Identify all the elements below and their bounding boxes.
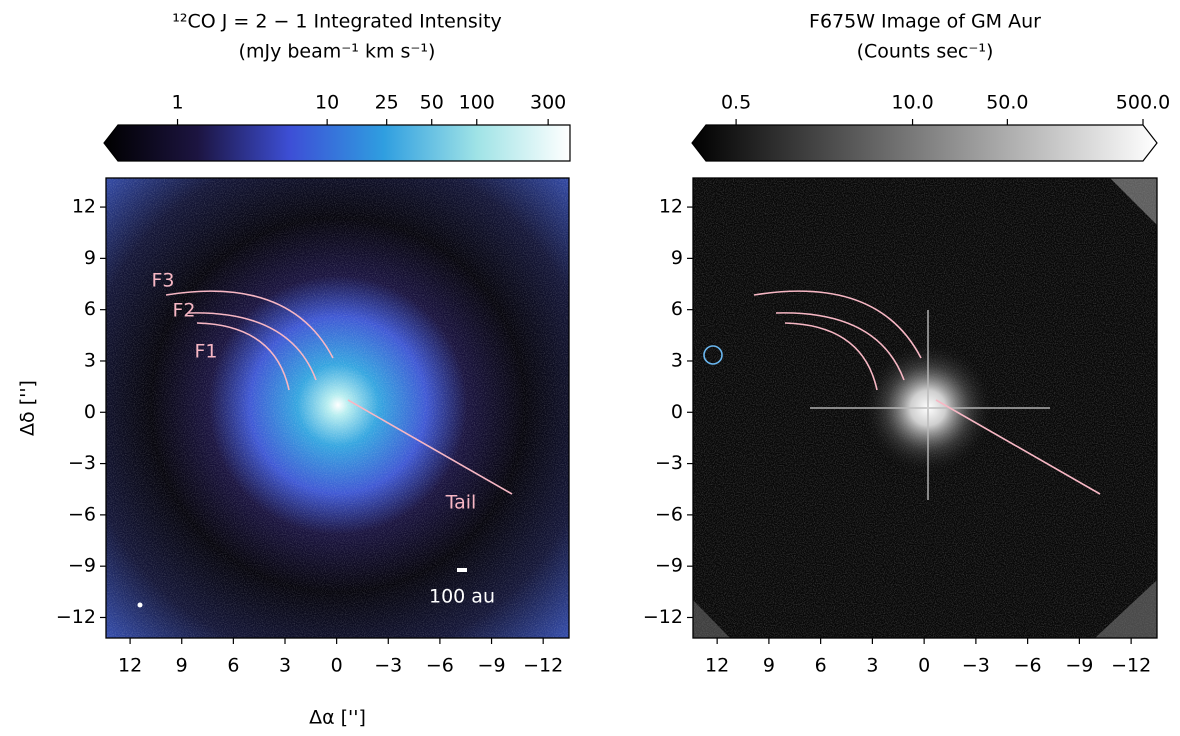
colorbar-tick-label: 25 [375, 92, 399, 114]
y-tick-label: 6 [84, 298, 96, 320]
y-tick-label: −3 [68, 452, 96, 474]
x-tick-label: −9 [478, 655, 506, 677]
y-tick-label: 0 [671, 401, 683, 423]
image-right [693, 178, 1157, 638]
colorbar-tick-label: 10.0 [891, 92, 933, 114]
x-tick-label: 3 [866, 655, 878, 677]
colorbar-tick-label: 50.0 [986, 92, 1028, 114]
y-tick-label: 0 [84, 401, 96, 423]
annotation: F3 [151, 270, 174, 292]
y-tick-label: −3 [655, 452, 683, 474]
x-tick-label: 6 [227, 655, 239, 677]
colorbar-tick-label: 100 [459, 92, 495, 114]
x-tick-label: 6 [815, 655, 827, 677]
scalebar-label: 100 au [429, 586, 495, 608]
x-tick-label: −12 [523, 655, 563, 677]
annotation: Tail [445, 492, 477, 514]
x-tick-label: 12 [118, 655, 142, 677]
x-tick-label: 9 [763, 655, 775, 677]
x-tick-label: −6 [1014, 655, 1042, 677]
colorbar-tick-label: 500.0 [1116, 92, 1170, 114]
y-tick-label: −12 [56, 606, 96, 628]
y-tick-label: −6 [68, 503, 96, 525]
y-axis-label: Δδ [''] [17, 380, 39, 436]
x-tick-label: −6 [426, 655, 454, 677]
y-tick-label: 6 [671, 298, 683, 320]
x-tick-label: −9 [1065, 655, 1093, 677]
chart-title: (Counts sec⁻¹) [857, 41, 994, 63]
y-tick-label: −12 [643, 606, 683, 628]
axes-frame [692, 177, 1158, 639]
annotation: F2 [172, 300, 195, 322]
colorbar [691, 124, 1158, 162]
colorbar [103, 124, 571, 162]
annotation: F1 [194, 341, 217, 363]
x-tick-label: 0 [331, 655, 343, 677]
chart-title: F675W Image of GM Aur [809, 11, 1041, 33]
colorbar-tick-label: 0.5 [721, 92, 751, 114]
axes-frame [105, 177, 570, 639]
y-tick-label: −6 [655, 503, 683, 525]
x-tick-label: 0 [918, 655, 930, 677]
x-tick-label: −3 [962, 655, 990, 677]
chart-title: (mJy beam⁻¹ km s⁻¹) [239, 41, 436, 63]
y-tick-label: −9 [655, 555, 683, 577]
y-tick-label: 12 [659, 196, 683, 218]
x-tick-label: 9 [176, 655, 188, 677]
image-left [106, 178, 569, 638]
y-tick-label: 3 [671, 349, 683, 371]
y-tick-label: 9 [84, 247, 96, 269]
colorbar-tick-label: 50 [420, 92, 444, 114]
chart-title: ¹²CO J = 2 − 1 Integrated Intensity [172, 11, 502, 33]
x-axis-label: Δα [''] [309, 707, 366, 729]
x-tick-label: 3 [279, 655, 291, 677]
colorbar-tick-label: 10 [315, 92, 339, 114]
y-tick-label: 12 [72, 196, 96, 218]
y-tick-label: −9 [68, 555, 96, 577]
annotation-curves [165, 290, 1101, 495]
y-tick-label: 3 [84, 349, 96, 371]
x-tick-label: −3 [374, 655, 402, 677]
y-tick-label: 9 [671, 247, 683, 269]
x-tick-label: −12 [1111, 655, 1151, 677]
x-tick-label: 12 [705, 655, 729, 677]
colorbar-tick-label: 1 [171, 92, 183, 114]
colorbar-tick-label: 300 [530, 92, 566, 114]
